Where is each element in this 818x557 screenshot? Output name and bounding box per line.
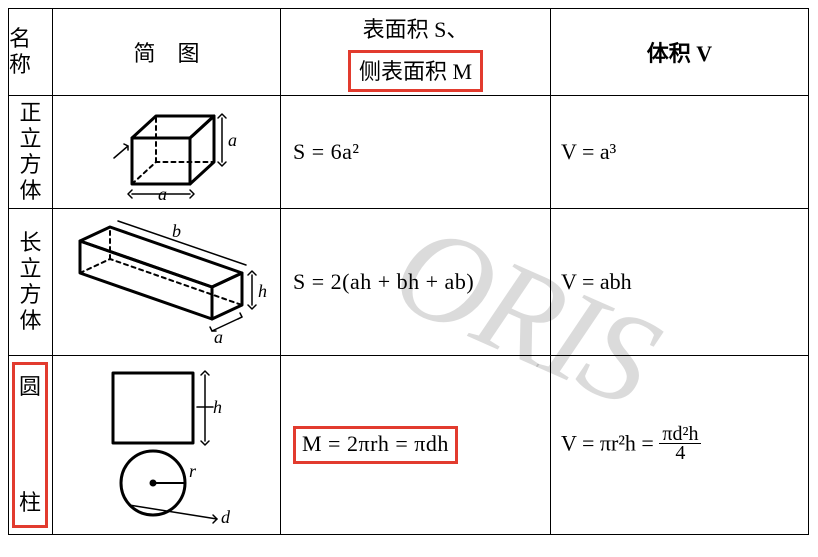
cuboid-name-char: 方 bbox=[19, 282, 41, 308]
header-surface-area-cell: 表面积 S、 侧表面积 M bbox=[281, 9, 551, 96]
cube-sa-formula: S = 6a² bbox=[281, 139, 550, 165]
cylinder-name-char: 圆 bbox=[19, 375, 41, 399]
cuboid-label-b: b bbox=[172, 221, 181, 241]
cuboid-vol-cell: V = abh bbox=[551, 209, 809, 356]
table-header-row: 名称 简 图 表面积 S、 侧表面积 M 体积 V bbox=[9, 9, 809, 96]
header-sa-line1: 表面积 S、 bbox=[363, 12, 469, 44]
cylinder-sa-formula-highlighted: M = 2πrh = πdh bbox=[293, 426, 458, 464]
cube-diagram: a a bbox=[82, 102, 252, 202]
cube-name: 正 立 方 体 bbox=[9, 100, 52, 204]
cube-label-a-right: a bbox=[228, 130, 237, 150]
cube-name-cell: 正 立 方 体 bbox=[9, 96, 53, 209]
cuboid-name: 长 立 方 体 bbox=[9, 230, 52, 334]
cuboid-name-char: 立 bbox=[19, 256, 41, 282]
cuboid-label-a: a bbox=[214, 327, 223, 347]
header-volume-label: 体积 V bbox=[551, 36, 808, 68]
cylinder-name-highlighted: 圆 柱 bbox=[12, 362, 48, 528]
cuboid-diagram: b h a bbox=[62, 217, 272, 347]
header-figure-cell: 简 图 bbox=[53, 9, 281, 96]
cuboid-figure-cell: b h a bbox=[53, 209, 281, 356]
cylinder-sa-cell: M = 2πrh = πdh bbox=[281, 356, 551, 535]
cube-label-a-bottom: a bbox=[158, 184, 167, 202]
cuboid-label-h: h bbox=[258, 281, 267, 301]
cube-vol-cell: V = a³ bbox=[551, 96, 809, 209]
cylinder-vol-formula: V = πr²h = πd²h4 bbox=[551, 427, 808, 464]
row-cube: 正 立 方 体 bbox=[9, 96, 809, 209]
header-figure-label: 简 图 bbox=[133, 41, 199, 66]
header-volume-cell: 体积 V bbox=[551, 9, 809, 96]
cube-name-char: 体 bbox=[19, 178, 41, 204]
cylinder-vol-cell: V = πr²h = πd²h4 bbox=[551, 356, 809, 535]
header-sa-line2-highlighted: 侧表面积 M bbox=[348, 50, 483, 92]
cube-vol-formula: V = a³ bbox=[551, 139, 808, 165]
header-name-text: 名称 bbox=[9, 26, 52, 78]
cylinder-vol-fraction: πd²h4 bbox=[659, 425, 701, 462]
cylinder-label-h: h bbox=[213, 397, 222, 417]
cuboid-vol-formula: V = abh bbox=[551, 269, 808, 295]
header-name-label: 名称 bbox=[9, 26, 52, 78]
header-name-cell: 名称 bbox=[9, 9, 53, 96]
cylinder-name-cell: 圆 柱 bbox=[9, 356, 53, 535]
cube-name-char: 方 bbox=[19, 152, 41, 178]
cylinder-figure-cell: h r d bbox=[53, 356, 281, 535]
cuboid-name-cell: 长 立 方 体 bbox=[9, 209, 53, 356]
cylinder-vol-prefix: V = πr²h = bbox=[561, 430, 659, 455]
cuboid-sa-formula: S = 2(ah + bh + ab) bbox=[281, 269, 550, 295]
row-cylinder: 圆 柱 bbox=[9, 356, 809, 535]
cube-sa-cell: S = 6a² bbox=[281, 96, 551, 209]
fraction-numerator: πd²h bbox=[659, 425, 701, 444]
geometry-formula-table: 名称 简 图 表面积 S、 侧表面积 M 体积 V 正 立 方 体 bbox=[8, 8, 809, 535]
cylinder-label-r: r bbox=[189, 461, 197, 481]
cube-figure-cell: a a bbox=[53, 96, 281, 209]
cube-name-char: 立 bbox=[19, 126, 41, 152]
cuboid-name-char: 体 bbox=[19, 308, 41, 334]
cube-name-char: 正 bbox=[19, 100, 41, 126]
cylinder-name-char: 柱 bbox=[19, 491, 41, 515]
row-cuboid: 长 立 方 体 bbox=[9, 209, 809, 356]
cylinder-label-d: d bbox=[221, 507, 231, 525]
cuboid-name-char: 长 bbox=[19, 230, 41, 256]
cuboid-sa-cell: S = 2(ah + bh + ab) bbox=[281, 209, 551, 356]
cylinder-diagram: h r d bbox=[67, 365, 267, 525]
fraction-denominator: 4 bbox=[672, 444, 688, 462]
